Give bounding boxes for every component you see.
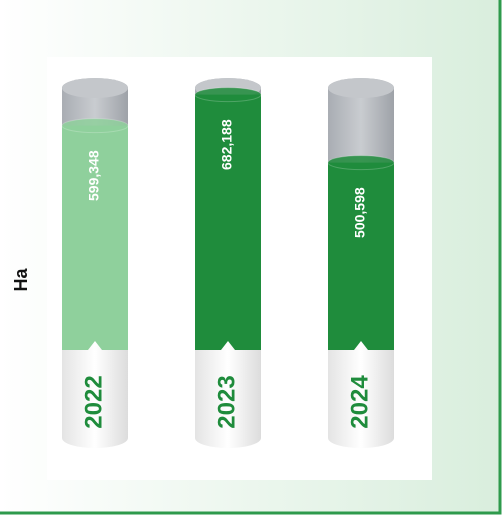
tube-cap xyxy=(328,78,394,98)
x-tick-label: 2024 xyxy=(346,375,373,429)
bar-top xyxy=(61,118,129,134)
bar xyxy=(62,125,128,350)
x-tick-label: 2023 xyxy=(213,375,240,428)
bar xyxy=(328,162,394,350)
x-tick-label: 2022 xyxy=(80,375,107,428)
y-axis-label: Ha xyxy=(11,268,31,292)
bar xyxy=(195,94,261,350)
base xyxy=(62,341,128,448)
tube-cap xyxy=(62,78,128,98)
value-label: 682,188 xyxy=(219,119,235,170)
bar-top xyxy=(194,87,262,103)
bar-top xyxy=(327,155,395,171)
value-label: 500,598 xyxy=(352,187,368,238)
value-label: 599,348 xyxy=(86,150,102,201)
base xyxy=(195,341,261,448)
base xyxy=(328,341,394,448)
